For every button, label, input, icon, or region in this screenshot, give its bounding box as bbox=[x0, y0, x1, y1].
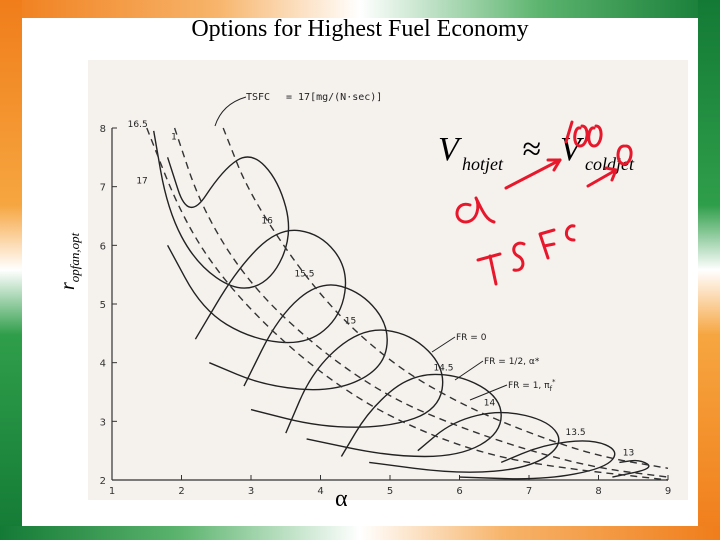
legend-fr1-sup: * bbox=[552, 378, 556, 386]
frame-bottom bbox=[0, 526, 720, 540]
x-tick-label: 5 bbox=[387, 486, 393, 497]
tsfc-curve-16-5 bbox=[153, 130, 290, 289]
tsfc-label: TSFC bbox=[246, 92, 270, 103]
handwritten-arrow-2 bbox=[586, 166, 618, 188]
legend-fr1-leader bbox=[469, 384, 508, 401]
x-tick-label: 8 bbox=[595, 486, 601, 497]
tsfc-curve-label: 14.5 bbox=[433, 363, 453, 373]
tsfc-curve-13-5 bbox=[459, 440, 616, 480]
tsfc-units: = 17[mg/(N·sec)] bbox=[286, 92, 382, 103]
legend-fr1-sub: f bbox=[550, 385, 553, 393]
tsfc-curve-16 bbox=[166, 229, 347, 344]
y-axis-title: ropfan,opt bbox=[57, 233, 83, 290]
y-tick-label: 3 bbox=[100, 417, 106, 428]
formula-hot-sub: hotjet bbox=[462, 154, 504, 174]
x-tick-label: 2 bbox=[178, 486, 184, 497]
tsfc-curve-label: 14 bbox=[484, 399, 496, 409]
frame-left bbox=[0, 0, 22, 540]
legend-fr0-leader bbox=[431, 336, 456, 353]
tsfc-curve-13 bbox=[612, 459, 650, 478]
handwritten-T bbox=[476, 252, 502, 286]
reference-lines bbox=[146, 127, 669, 481]
x-tick-label: 6 bbox=[456, 486, 462, 497]
frame-top bbox=[0, 0, 720, 18]
y-tick-label: 2 bbox=[100, 476, 106, 487]
tsfc-curve-14 bbox=[369, 411, 560, 473]
x-tick-label: 4 bbox=[317, 486, 323, 497]
y-tick-label: 4 bbox=[100, 359, 106, 370]
handwritten-arrow-1 bbox=[504, 158, 562, 190]
handwritten-100 bbox=[564, 120, 603, 148]
legend-fr-half: FR = 1/2, α* bbox=[484, 357, 540, 367]
legend-fr1: FR = 1, πf* bbox=[508, 378, 556, 393]
tsfc-curve-label: 15 bbox=[345, 316, 356, 326]
handwritten-C bbox=[565, 224, 576, 242]
tsfc-curve-15-5 bbox=[209, 284, 388, 391]
x-tick-label: 7 bbox=[526, 486, 532, 497]
x-axis-title: α bbox=[335, 486, 348, 512]
x-tick-label: 1 bbox=[109, 486, 115, 497]
tsfc-curve-label: 16 bbox=[261, 217, 273, 227]
y-axis-title-r: r bbox=[57, 282, 79, 290]
slide-title: Options for Highest Fuel Economy bbox=[191, 16, 529, 42]
fr-line-2 bbox=[146, 127, 669, 481]
formula-cold-sub: coldjet bbox=[585, 154, 635, 174]
tsfc-leader bbox=[214, 96, 247, 127]
tsfc-curve-label: 13 bbox=[623, 448, 634, 458]
handwritten-alpha bbox=[455, 196, 496, 224]
y-axis-title-sub: opfan,opt bbox=[67, 232, 82, 283]
x-tick-label: 9 bbox=[665, 486, 671, 497]
tsfc-curve-14-5 bbox=[306, 373, 502, 458]
tsfc-curve-label: 13.5 bbox=[566, 428, 586, 438]
handwritten-S bbox=[512, 241, 526, 272]
legend-fr1-label: FR = 1, π bbox=[508, 381, 550, 391]
fr-line-1 bbox=[173, 127, 669, 478]
handwritten-0 bbox=[616, 144, 633, 166]
y-tick-label: 7 bbox=[100, 183, 106, 194]
tsfc-curve-label: 16.5 bbox=[128, 120, 148, 130]
legend-fr0: FR = 0 bbox=[456, 333, 487, 343]
x-tick-label: 3 bbox=[248, 486, 254, 497]
y-tick-label: 8 bbox=[100, 124, 106, 135]
curve-label-1: 1 bbox=[171, 133, 177, 143]
tsfc-curve-15 bbox=[250, 329, 444, 434]
frame-right bbox=[698, 0, 720, 540]
handwritten-F bbox=[538, 228, 556, 260]
legend-fr-half-leader bbox=[454, 360, 484, 381]
y-tick-label: 6 bbox=[100, 241, 106, 252]
curve-label-17: 17 bbox=[136, 177, 147, 187]
handwritten-arrowhead-1 bbox=[546, 158, 562, 172]
y-tick-label: 5 bbox=[100, 300, 106, 311]
annotations: 1 17 bbox=[136, 133, 176, 187]
formula-approx: ≈ bbox=[522, 131, 541, 168]
handwritten-annotation bbox=[455, 120, 633, 286]
